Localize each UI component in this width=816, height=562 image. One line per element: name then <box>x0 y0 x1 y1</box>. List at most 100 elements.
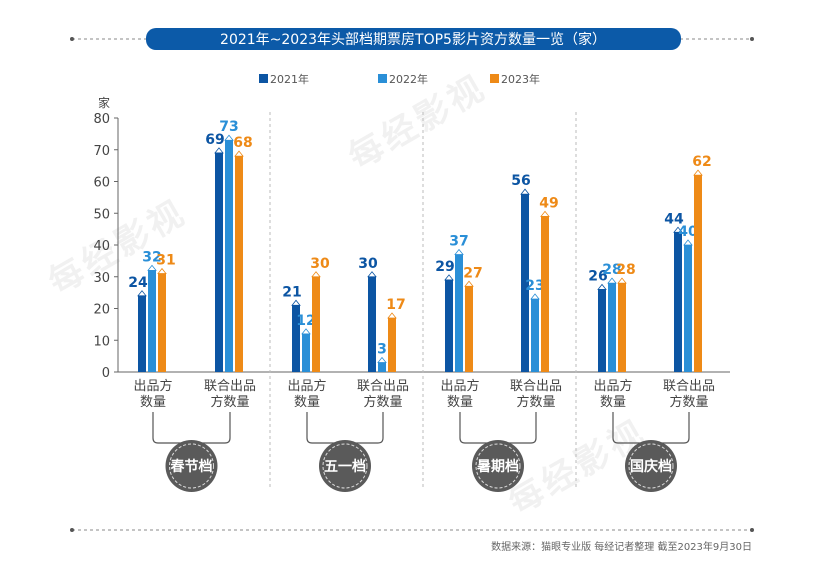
bar-marker <box>137 290 147 297</box>
data-label: 28 <box>616 262 635 278</box>
bar <box>608 283 616 372</box>
x-tick-label: 出品方 <box>133 378 172 394</box>
x-tick-label: 数量 <box>447 395 473 410</box>
y-tick-label: 50 <box>93 207 110 222</box>
bar-marker <box>234 150 244 157</box>
bar <box>684 245 692 372</box>
bar-marker <box>224 134 234 141</box>
legend-label: 2021年 <box>270 72 309 86</box>
bar <box>292 305 300 372</box>
legend-label: 2023年 <box>501 72 540 86</box>
data-label: 24 <box>128 275 148 291</box>
bar <box>368 276 376 372</box>
group-badge <box>625 440 677 492</box>
bar-marker <box>683 239 693 246</box>
bar <box>378 362 386 372</box>
legend-swatch <box>378 74 387 83</box>
footer-source: 数据来源：猫眼专业版 每经记者整理 截至2023年9月30日 <box>491 540 752 553</box>
y-tick-label: 30 <box>93 271 110 286</box>
bar-marker <box>311 271 321 278</box>
y-tick-label: 20 <box>93 303 110 318</box>
data-label: 30 <box>358 256 378 272</box>
data-label: 69 <box>205 132 224 148</box>
y-tick-label: 70 <box>93 144 110 159</box>
data-label: 27 <box>463 265 482 281</box>
footer-dot <box>750 528 754 532</box>
x-tick-label: 联合出品 <box>663 379 715 394</box>
data-label: 26 <box>588 268 607 284</box>
x-tick-label: 数量 <box>600 395 626 410</box>
bar-marker <box>454 248 464 255</box>
bar-marker <box>377 356 387 363</box>
bar <box>541 216 549 372</box>
data-label: 49 <box>539 195 558 211</box>
footer-dot <box>70 528 74 532</box>
data-label: 30 <box>310 256 330 272</box>
x-tick-label: 方数量 <box>363 394 402 410</box>
x-tick-label: 出品方 <box>287 378 326 394</box>
group-label: 春节档 <box>170 458 213 475</box>
y-tick-label: 10 <box>93 334 110 349</box>
x-tick-label: 联合出品 <box>204 379 256 394</box>
bar <box>455 254 463 372</box>
header-dot <box>750 37 754 41</box>
bar-marker <box>444 274 454 281</box>
bar <box>694 175 702 372</box>
data-label: 56 <box>511 173 530 189</box>
data-label: 12 <box>296 313 315 329</box>
group-bracket <box>152 412 231 444</box>
group-label: 暑期档 <box>477 458 519 475</box>
group-badge-ring <box>628 443 674 489</box>
bar <box>445 279 453 372</box>
group-badge-ring <box>475 443 521 489</box>
bar-marker <box>464 280 474 287</box>
bar <box>148 270 156 372</box>
group-badge <box>165 440 218 492</box>
data-label: 32 <box>142 249 161 265</box>
bar-marker <box>617 277 627 284</box>
x-tick-label: 方数量 <box>669 394 708 410</box>
y-tick-label: 40 <box>93 239 110 254</box>
x-tick-label: 数量 <box>294 395 320 410</box>
y-tick-label: 60 <box>93 176 110 191</box>
bar-marker <box>157 267 167 274</box>
y-tick-label: 80 <box>93 112 110 127</box>
group-label: 五一档 <box>324 458 366 475</box>
bar-marker <box>214 147 224 154</box>
bar <box>465 286 473 372</box>
x-tick-label: 方数量 <box>210 394 249 410</box>
data-label: 68 <box>233 135 252 151</box>
y-axis-label: 家 <box>98 95 110 110</box>
group-badge-ring <box>169 443 214 489</box>
x-tick-label: 出品方 <box>440 378 479 394</box>
bar <box>598 289 606 372</box>
data-label: 62 <box>692 154 711 170</box>
bar-marker <box>673 226 683 233</box>
legend-swatch <box>259 74 268 83</box>
data-label: 29 <box>435 259 454 275</box>
data-label: 21 <box>282 284 301 300</box>
chart-title: 2021年~2023年头部档期票房TOP5影片资方数量一览（家） <box>220 31 606 48</box>
bar <box>674 232 682 372</box>
data-label: 37 <box>449 234 468 250</box>
bar <box>215 152 223 372</box>
bar <box>225 140 233 372</box>
bar-marker <box>540 210 550 217</box>
data-label: 31 <box>156 253 175 269</box>
bar <box>302 333 310 372</box>
bar <box>521 194 529 372</box>
data-label: 40 <box>678 224 698 240</box>
bar-marker <box>301 328 311 335</box>
group-bracket <box>306 412 384 444</box>
x-tick-label: 出品方 <box>593 378 632 394</box>
group-badge <box>319 440 371 492</box>
group-badge <box>472 440 524 492</box>
bar <box>138 295 146 372</box>
bar <box>235 156 243 372</box>
bar-marker <box>367 271 377 278</box>
group-bracket <box>459 412 537 444</box>
bar-marker <box>387 312 397 319</box>
bar-marker <box>530 293 540 300</box>
x-tick-label: 联合出品 <box>510 379 562 394</box>
